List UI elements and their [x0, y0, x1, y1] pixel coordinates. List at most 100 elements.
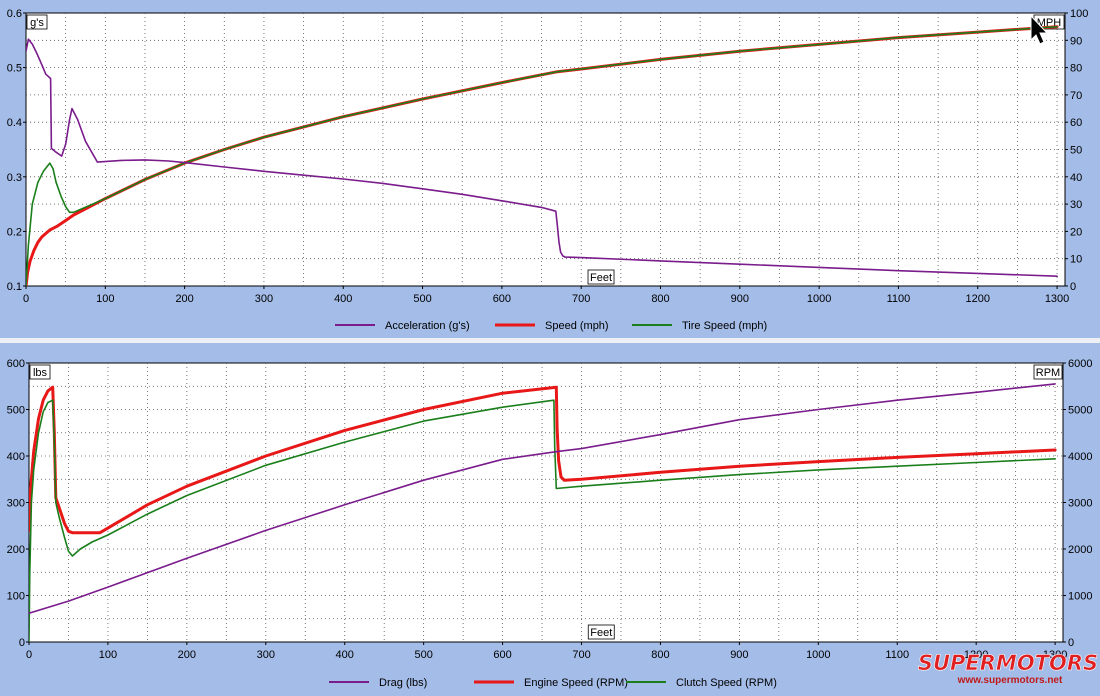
y-left-tick-label: 0.6 — [7, 8, 22, 20]
y-left-tick-label: 300 — [7, 498, 25, 510]
x-axis-label-text: Feet — [590, 272, 612, 284]
y-right-tick-label: 20 — [1070, 226, 1082, 238]
y-left-tick-label: 0.1 — [7, 281, 22, 293]
y-right-tick-label: 0 — [1068, 637, 1074, 649]
x-tick-label: 300 — [255, 293, 273, 305]
series-group — [29, 383, 1057, 642]
y-left-tick-label: 600 — [7, 358, 25, 370]
y-left-tick-label: 100 — [7, 591, 25, 603]
watermark-brand: SUPERMOTORS — [918, 651, 1098, 675]
y-left-tick-label: 0.4 — [7, 117, 22, 129]
x-tick-label: 1100 — [885, 649, 909, 661]
y-right-tick-label: 0 — [1070, 281, 1076, 293]
y-right-tick-label: 2000 — [1068, 544, 1092, 556]
right-axis-label-box — [1033, 364, 1063, 380]
x-tick-label: 100 — [99, 649, 117, 661]
left-axis-label-box — [26, 14, 48, 30]
y-right-tick-label: 40 — [1070, 172, 1082, 184]
x-tick-label: 800 — [651, 649, 669, 661]
x-tick-label: 1100 — [887, 293, 911, 305]
bottom-chart: 0100200300400500600010002000300040005000… — [7, 358, 1093, 689]
series-line-drag-lbs — [29, 383, 1056, 615]
y-left-tick-label: 500 — [7, 405, 25, 417]
x-axis-label-text: Feet — [590, 627, 612, 639]
y-right-tick-label: 70 — [1070, 90, 1082, 102]
watermark: SUPERMOTORS www.supermotors.net — [918, 651, 1099, 686]
top-chart: 0.1 0.2 0.3 0.4 0.5 0.6 0 10 20 30 40 50 60 70 80 90 100… — [7, 8, 1089, 332]
y-right-tick-label: 90 — [1070, 35, 1082, 47]
x-axis-label-box — [587, 269, 615, 285]
x-tick-label: 800 — [651, 293, 669, 305]
y-right-tick-label: 1000 — [1068, 591, 1092, 603]
y-right-tick-label: 80 — [1070, 63, 1082, 75]
plot-area — [25, 12, 1066, 287]
x-tick-label: 600 — [493, 293, 511, 305]
legend-label: Speed (mph) — [545, 320, 609, 332]
x-tick-label: 1000 — [807, 293, 831, 305]
x-axis-label: Feet — [587, 269, 615, 285]
y-right-tick-label: 60 — [1070, 117, 1082, 129]
panel-divider[interactable] — [0, 338, 1100, 343]
legend-label: Tire Speed (mph) — [682, 320, 767, 332]
x-tick-label: 200 — [178, 649, 196, 661]
x-tick-label: 700 — [572, 293, 590, 305]
y-right-tick-label: 5000 — [1068, 405, 1092, 417]
series-line-clutch-speed-rpm — [29, 399, 1056, 642]
y-left-tick-label: 0.2 — [7, 226, 22, 238]
x-tick-label: 900 — [730, 649, 748, 661]
y-left-tick-label: 0.5 — [7, 63, 22, 75]
mouse-cursor-icon — [1030, 14, 1049, 45]
x-tick-label: 900 — [731, 293, 749, 305]
legend-label: Acceleration (g's) — [385, 320, 470, 332]
y-right-tick-label: 50 — [1070, 145, 1082, 157]
watermark-url: www.supermotors.net — [957, 675, 1063, 686]
y-right-tick-label: 6000 — [1068, 358, 1092, 370]
x-tick-label: 400 — [336, 649, 354, 661]
series-line-engine-speed-rpm — [29, 385, 1057, 535]
y-left-tick-label: 0.3 — [7, 172, 22, 184]
x-tick-label: 1300 — [1043, 649, 1067, 661]
y-right-tick-label: 4000 — [1068, 451, 1092, 463]
x-axis-label: Feet — [587, 624, 615, 640]
x-tick-label: 1200 — [964, 649, 988, 661]
x-tick-label: 500 — [413, 293, 431, 305]
x-tick-label: 0 — [23, 293, 29, 305]
x-tick-label: 400 — [334, 293, 352, 305]
x-tick-label: 1200 — [966, 293, 990, 305]
legend-label: Engine Speed (RPM) — [524, 677, 628, 689]
x-tick-label: 200 — [175, 293, 193, 305]
left-axis-label: lbs — [29, 364, 51, 380]
left-axis-label-text: g's — [30, 17, 44, 29]
y-left-tick-label: 200 — [7, 544, 25, 556]
x-tick-label: 0 — [26, 649, 32, 661]
y-right-tick-label: 30 — [1070, 199, 1082, 211]
x-tick-label: 100 — [96, 293, 114, 305]
series-line-acceleration-g-s — [26, 38, 1058, 278]
grid-lines — [29, 363, 1063, 642]
y-right-tick-label: 10 — [1070, 254, 1082, 266]
x-tick-label: 1300 — [1045, 293, 1069, 305]
series-line-tire-speed-mph — [26, 25, 1058, 286]
legend-label: Drag (lbs) — [379, 677, 427, 689]
x-tick-label: 500 — [414, 649, 432, 661]
y-left-tick-label: 0 — [19, 637, 25, 649]
x-tick-label: 700 — [572, 649, 590, 661]
x-tick-label: 600 — [493, 649, 511, 661]
legend-label: Clutch Speed (RPM) — [676, 677, 777, 689]
y-right-tick-label: 100 — [1070, 8, 1088, 20]
left-axis-label-box — [29, 364, 51, 380]
x-axis-label-box — [587, 624, 615, 640]
series-group — [26, 25, 1059, 286]
left-axis-label-text: lbs — [33, 367, 48, 379]
left-axis-label: g's — [26, 14, 48, 30]
y-left-tick-label: 400 — [7, 451, 25, 463]
right-axis-label: RPM — [1033, 364, 1063, 380]
right-axis-label-text: RPM — [1036, 367, 1060, 379]
x-tick-label: 300 — [257, 649, 275, 661]
legend: Acceleration (g's) Speed (mph) Tire Speed … — [335, 320, 767, 332]
y-right-tick-label: 3000 — [1068, 498, 1092, 510]
x-tick-label: 1000 — [806, 649, 830, 661]
legend: Drag (lbs) Engine Speed (RPM) Clutch Speed… — [329, 677, 777, 689]
